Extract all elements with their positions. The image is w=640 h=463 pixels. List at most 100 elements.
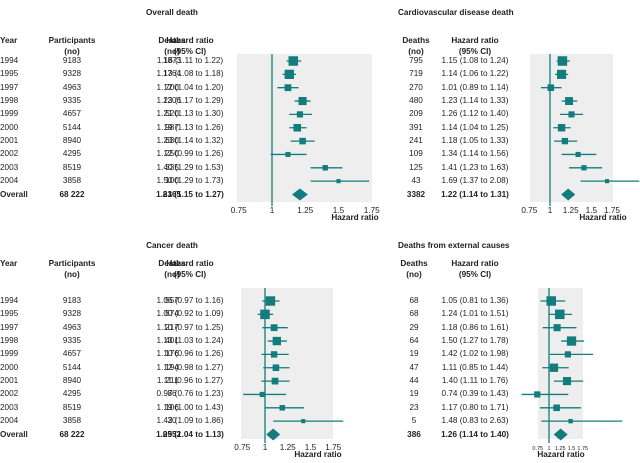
row-participants: 5144 bbox=[62, 122, 82, 132]
row-year: 2002 bbox=[0, 389, 19, 399]
row-deaths: 795 bbox=[409, 56, 423, 65]
header-year: Year bbox=[0, 259, 18, 268]
row-hazard-ratio: 1.48 (0.83 to 2.63) bbox=[441, 416, 509, 426]
row-hazard-ratio: 1.19 (1.00 to 1.43) bbox=[156, 402, 224, 412]
row-deaths: 250 bbox=[165, 149, 179, 159]
overall-diamond bbox=[266, 428, 281, 441]
row-deaths: 719 bbox=[409, 69, 423, 79]
row-deaths: 86 bbox=[167, 389, 177, 399]
row-participants: 4657 bbox=[62, 109, 82, 119]
row-hazard-ratio: 1.26 (1.14 to 1.40) bbox=[441, 429, 509, 439]
row-deaths: 5 bbox=[411, 416, 417, 426]
overall-diamond bbox=[561, 188, 576, 201]
row-year: 2001 bbox=[0, 376, 19, 386]
row-year: 2001 bbox=[0, 136, 19, 146]
row-hazard-ratio: 1.13 (1.03 to 1.24) bbox=[156, 336, 224, 346]
row-hazard-ratio: 1.42 (1.09 to 1.86) bbox=[156, 416, 224, 426]
row-participants: 9183 bbox=[62, 296, 82, 305]
row-hazard-ratio: 1.69 (1.37 to 2.08) bbox=[441, 176, 509, 186]
row-participants: 9335 bbox=[62, 336, 82, 346]
row-year: 1995 bbox=[0, 309, 19, 319]
row-deaths: 100 bbox=[165, 176, 179, 186]
row-overall-label: Overall bbox=[0, 429, 28, 439]
row-deaths: 557 bbox=[165, 296, 179, 305]
row-hazard-ratio: 1.50 (1.29 to 1.73) bbox=[156, 176, 224, 186]
header-hazard-ratio: Hazard ratio bbox=[451, 36, 499, 45]
row-year: 2004 bbox=[0, 416, 19, 426]
point-estimate bbox=[581, 165, 587, 171]
point-estimate bbox=[272, 336, 282, 346]
row-hazard-ratio: 1.42 (1.02 to 1.98) bbox=[441, 349, 509, 359]
row-hazard-ratio: 1.12 (0.99 to 1.26) bbox=[156, 149, 224, 159]
row-hazard-ratio: 1.50 (1.27 to 1.78) bbox=[441, 336, 509, 346]
row-hazard-ratio: 1.23 (1.17 to 1.29) bbox=[156, 96, 224, 106]
overall-diamond bbox=[291, 188, 308, 201]
x-tick-label: 1.5 bbox=[333, 206, 345, 215]
x-axis-label: Hazard ratio bbox=[579, 213, 626, 222]
x-axis-label: Hazard ratio bbox=[294, 450, 341, 459]
row-deaths: 209 bbox=[409, 109, 423, 119]
row-deaths: 47 bbox=[409, 362, 419, 372]
point-estimate bbox=[284, 84, 292, 92]
x-tick-label: 1 bbox=[548, 206, 553, 215]
row-hazard-ratio: 1.19 (1.13 to 1.26) bbox=[156, 122, 224, 132]
row-deaths: 270 bbox=[409, 82, 423, 92]
row-hazard-ratio: 1.23 (1.14 to 1.33) bbox=[441, 96, 509, 106]
header-deaths-unit: (no) bbox=[408, 47, 424, 56]
point-estimate bbox=[575, 151, 581, 157]
row-hazard-ratio: 1.09 (1.04 to 1.13) bbox=[156, 429, 224, 439]
point-estimate bbox=[301, 419, 306, 424]
header-hazard-ratio-unit: (95% CI) bbox=[458, 47, 492, 56]
row-participants: 68 222 bbox=[59, 189, 85, 199]
row-deaths: 29 bbox=[409, 322, 419, 332]
row-deaths: 630 bbox=[165, 136, 179, 146]
row-deaths: 987 bbox=[165, 122, 179, 132]
point-estimate bbox=[260, 309, 270, 320]
point-estimate bbox=[566, 336, 577, 346]
row-deaths: 109 bbox=[409, 149, 423, 159]
x-tick-label: 0.75 bbox=[532, 446, 543, 452]
row-deaths: 19 bbox=[409, 349, 419, 359]
point-estimate bbox=[270, 324, 278, 332]
row-hazard-ratio: 1.10 (0.96 to 1.26) bbox=[156, 349, 224, 359]
header-participants: Participants bbox=[48, 36, 96, 45]
row-hazard-ratio: 1.13 (1.08 to 1.18) bbox=[156, 69, 224, 79]
row-participants: 8519 bbox=[62, 162, 82, 172]
row-hazard-ratio: 1.21 (1.13 to 1.30) bbox=[156, 109, 224, 119]
row-hazard-ratio: 1.26 (1.12 to 1.40) bbox=[441, 109, 509, 119]
panel-title: Deaths from external causes bbox=[398, 241, 510, 250]
row-year: 2004 bbox=[0, 176, 19, 186]
x-tick-label: 1.75 bbox=[325, 443, 341, 452]
point-estimate bbox=[284, 69, 294, 79]
overall-diamond bbox=[553, 428, 568, 441]
point-estimate bbox=[561, 137, 569, 145]
row-deaths: 194 bbox=[165, 362, 179, 372]
row-hazard-ratio: 1.40 (1.11 to 1.76) bbox=[441, 376, 509, 386]
point-estimate bbox=[546, 296, 556, 306]
header-hazard-ratio: Hazard ratio bbox=[166, 36, 214, 45]
row-participants: 8940 bbox=[62, 136, 82, 146]
x-tick-label: 1.75 bbox=[604, 206, 620, 215]
header-deaths-unit: (no) bbox=[164, 270, 180, 279]
row-hazard-ratio: 1.11 (0.85 to 1.44) bbox=[441, 362, 509, 372]
row-deaths: 64 bbox=[409, 336, 419, 346]
header-hazard-ratio-unit: (95% CI) bbox=[458, 270, 492, 279]
point-estimate bbox=[564, 351, 572, 358]
x-tick-label: 1 bbox=[263, 443, 268, 452]
row-hazard-ratio: 1.05 (0.81 to 1.36) bbox=[441, 296, 509, 305]
row-deaths: 125 bbox=[409, 162, 423, 172]
row-hazard-ratio: 1.00 (0.92 to 1.09) bbox=[156, 309, 224, 319]
row-hazard-ratio: 1.14 (1.04 to 1.25) bbox=[441, 122, 509, 132]
row-deaths: 23 bbox=[409, 402, 419, 412]
panel-title: Overall death bbox=[146, 8, 198, 17]
row-hazard-ratio: 1.01 (0.89 to 1.14) bbox=[441, 82, 509, 92]
x-tick-label: 1.25 bbox=[297, 206, 313, 215]
x-tick-label: 0.75 bbox=[234, 443, 250, 452]
x-tick-label: 1.75 bbox=[577, 446, 588, 452]
row-participants: 3858 bbox=[62, 416, 82, 426]
row-hazard-ratio: 0.74 (0.39 to 1.43) bbox=[441, 389, 509, 399]
point-estimate bbox=[557, 56, 568, 66]
point-estimate bbox=[555, 309, 565, 320]
